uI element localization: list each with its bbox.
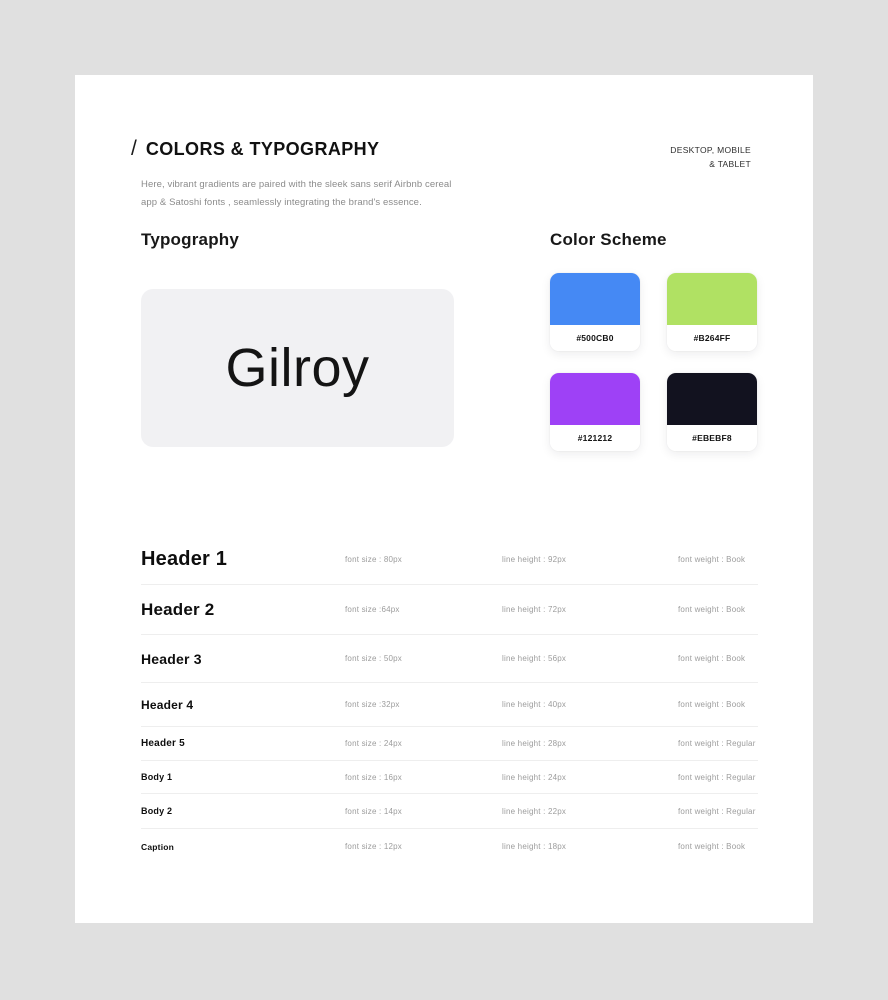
line-height-spec: line height : 22px [502, 806, 567, 816]
header: / COLORS & TYPOGRAPHY DESKTOP, MOBILE & … [131, 137, 751, 171]
page-title: COLORS & TYPOGRAPHY [145, 139, 380, 159]
line-height-spec: line height : 24px [502, 772, 567, 782]
font-weight-spec: font weight : Book [678, 605, 746, 614]
color-swatch-green: #B264FF [667, 273, 757, 351]
color-hex-label: #121212 [550, 425, 640, 451]
color-chip [667, 373, 757, 425]
type-style-name: Caption [141, 841, 175, 852]
font-weight-spec: font weight : Book [678, 842, 746, 851]
line-height-spec: line height : 72px [502, 605, 567, 614]
type-scale-table: Header 1 font size : 80px line height : … [141, 535, 758, 864]
font-weight-spec: font weight : Regular [678, 739, 756, 748]
type-style-name: Header 3 [141, 650, 202, 667]
font-weight-spec: font weight : Book [678, 555, 746, 564]
line-height-spec: line height : 18px [502, 842, 567, 851]
font-weight-spec: font weight : Book [678, 654, 746, 663]
title-group: / COLORS & TYPOGRAPHY [131, 137, 380, 161]
type-style-name: Header 2 [141, 599, 215, 619]
platforms-note: DESKTOP, MOBILE & TABLET [670, 139, 751, 171]
color-swatch-dark: #EBEBF8 [667, 373, 757, 451]
font-size-spec: font size : 14px [345, 806, 403, 816]
color-swatch-blue: #500CB0 [550, 273, 640, 351]
font-size-spec: font size : 50px [345, 654, 403, 663]
font-size-spec: font size : 12px [345, 842, 403, 851]
type-scale-row: Body 1 font size : 16px line height : 24… [141, 761, 758, 794]
line-height-spec: line height : 40px [502, 700, 567, 709]
typography-heading: Typography [141, 230, 240, 249]
intro-description: Here, vibrant gradients are paired with … [141, 179, 452, 208]
platforms-line-2: & TABLET [709, 159, 751, 170]
type-style-name: Body 1 [141, 772, 173, 782]
swatch-grid: #500CB0 #B264FF #121212 #EBEBF8 [550, 273, 757, 451]
type-scale-row: Header 5 font size : 24px line height : … [141, 727, 758, 761]
font-size-spec: font size :64px [345, 605, 400, 614]
type-scale-row: Header 2 font size :64px line height : 7… [141, 585, 758, 635]
font-size-spec: font size : 16px [345, 772, 403, 782]
type-scale-row: Header 3 font size : 50px line height : … [141, 635, 758, 683]
type-style-name: Header 4 [141, 697, 194, 712]
color-hex-label: #B264FF [667, 325, 757, 351]
color-swatch-purple: #121212 [550, 373, 640, 451]
title-slash-decoration: / [131, 137, 137, 160]
font-weight-spec: font weight : Regular [678, 772, 756, 782]
font-size-spec: font size :32px [345, 700, 400, 709]
type-style-name: Header 5 [141, 738, 185, 749]
style-guide-sheet: / COLORS & TYPOGRAPHY DESKTOP, MOBILE & … [75, 75, 813, 923]
platforms-line-1: DESKTOP, MOBILE [670, 145, 751, 155]
color-scheme-heading: Color Scheme [550, 230, 667, 249]
font-size-spec: font size : 24px [345, 739, 403, 748]
font-specimen-card: Gilroy [141, 289, 454, 447]
color-hex-label: #EBEBF8 [667, 425, 757, 451]
color-hex-label: #500CB0 [550, 325, 640, 351]
type-scale-row: Header 4 font size :32px line height : 4… [141, 683, 758, 727]
line-height-spec: line height : 56px [502, 654, 567, 663]
type-scale-row: Caption font size : 12px line height : 1… [141, 829, 758, 864]
type-scale-row: Body 2 font size : 14px line height : 22… [141, 794, 758, 829]
font-weight-spec: font weight : Book [678, 700, 746, 709]
font-weight-spec: font weight : Regular [678, 806, 756, 816]
font-name: Gilroy [225, 338, 370, 398]
type-style-name: Header 1 [141, 548, 228, 570]
type-scale-row: Header 1 font size : 80px line height : … [141, 535, 758, 585]
type-style-name: Body 2 [141, 806, 173, 816]
color-chip [550, 273, 640, 325]
line-height-spec: line height : 28px [502, 739, 567, 748]
font-size-spec: font size : 80px [345, 555, 403, 564]
line-height-spec: line height : 92px [502, 555, 567, 564]
color-chip [667, 273, 757, 325]
color-chip [550, 373, 640, 425]
